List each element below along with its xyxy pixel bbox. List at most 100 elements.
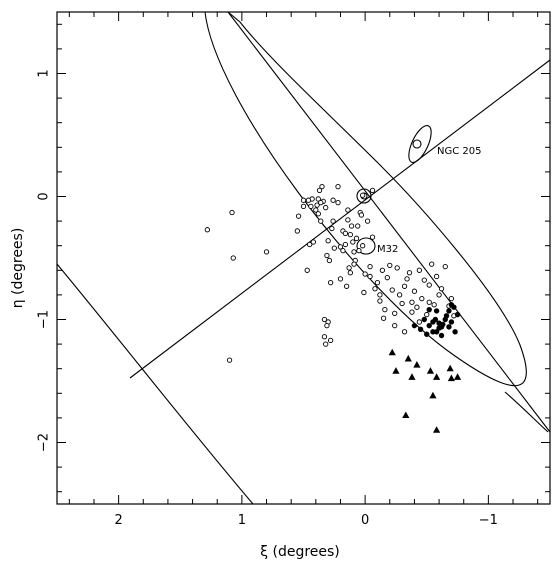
open-circle-point (356, 247, 362, 254)
open-circle-point (426, 299, 432, 305)
open-circle-point (318, 218, 324, 224)
filled-circle-point (443, 313, 450, 319)
open-circle-point (351, 249, 357, 255)
open-circle-point (387, 262, 393, 269)
filled-triangle-point (388, 348, 396, 356)
open-circle-point (392, 322, 398, 329)
open-circle-point (331, 245, 337, 251)
open-circle-point (360, 243, 366, 249)
open-circle-point (419, 295, 425, 302)
filled-circle-point (424, 331, 430, 337)
open-circle-point (263, 249, 270, 255)
filled-circle-point (446, 324, 452, 330)
open-circle-point (319, 184, 325, 190)
open-circle-point (414, 304, 420, 310)
open-circle-point (416, 267, 423, 273)
open-circle-point (347, 270, 353, 276)
open-circle-point (377, 292, 383, 298)
open-circle-point (324, 322, 330, 329)
open-circle-point (346, 265, 352, 271)
open-circle-point (323, 341, 329, 347)
open-circle-point (394, 265, 400, 271)
open-circle-point (294, 228, 300, 234)
annotation-m32: M32 (377, 244, 398, 255)
open-circle-point (361, 289, 367, 296)
filled-triangle-point (447, 374, 455, 382)
y-tick-label: 0 (37, 192, 52, 200)
open-circle-point (329, 225, 335, 232)
filled-circle-point (438, 324, 445, 330)
x-tick-label: 0 (361, 513, 369, 528)
open-circle-point (429, 261, 435, 267)
filled-circle-point (452, 329, 458, 335)
open-circle-point (411, 288, 418, 294)
open-circle-point (342, 230, 349, 237)
open-circle-point (318, 199, 324, 206)
open-circle-point (314, 202, 320, 208)
open-circle-point (424, 311, 430, 318)
open-circle-point (313, 207, 319, 213)
y-axis-label: η (degrees) (10, 228, 26, 309)
open-circle-point (348, 223, 355, 229)
open-circle-point (369, 234, 376, 240)
open-circle-point (355, 223, 361, 229)
open-circle-point (406, 270, 413, 276)
filled-triangle-point (453, 373, 462, 380)
open-circle-point (337, 244, 344, 250)
open-circle-point (389, 287, 395, 293)
open-circle-point (340, 247, 346, 254)
m31-center-circle (356, 188, 372, 204)
open-circle-point (337, 276, 344, 282)
open-circle-point (448, 295, 455, 302)
open-circle-point (327, 337, 334, 344)
open-circle-point (372, 286, 378, 292)
open-circle-point (330, 218, 336, 224)
x-tick-label: −1 (479, 513, 498, 528)
open-circle-point (307, 241, 313, 248)
open-circle-point (431, 302, 437, 308)
filled-circle-point (411, 322, 418, 329)
filled-circle-point (454, 311, 461, 318)
open-circle-point (426, 282, 432, 288)
open-circle-point (358, 212, 365, 218)
open-circle-point (204, 227, 211, 233)
open-circle-point (379, 267, 386, 273)
open-circle-point (324, 252, 330, 259)
open-circle-point (347, 231, 353, 238)
open-circle-point (295, 213, 302, 219)
filled-circle-point (417, 326, 424, 333)
filled-triangle-point (433, 373, 441, 380)
open-circle-point (436, 292, 442, 298)
open-circle-point (330, 197, 336, 203)
filled-circle-point (430, 329, 436, 335)
open-circle-point (380, 315, 387, 321)
open-circle-point (345, 217, 351, 223)
x-axis-label: ξ (degrees) (260, 544, 340, 560)
open-circle-point (438, 286, 445, 292)
open-circle-point (316, 187, 323, 194)
open-circle-point (308, 203, 314, 209)
open-circle-point (335, 199, 341, 206)
model-ellipses-and-axes (56, 11, 551, 505)
filled-triangle-point (404, 354, 412, 362)
open-circle-point (396, 292, 403, 298)
open-circle-point (416, 319, 423, 325)
plot-frame (56, 11, 551, 505)
filled-triangle-point (413, 361, 421, 368)
open-circle-point (360, 192, 366, 198)
y-tick-label: 1 (37, 69, 52, 77)
filled-triangle-point (392, 367, 400, 374)
open-circle-point (384, 275, 390, 281)
ngc205-ellipse (408, 125, 432, 163)
open-circle-point (326, 257, 333, 264)
open-circle-point (226, 357, 233, 363)
open-circle-point (374, 279, 381, 286)
filled-triangle-point (433, 426, 441, 433)
open-circle-point (399, 300, 405, 307)
outer-ellipse-arc-lower (504, 391, 549, 433)
open-circle-point (409, 309, 415, 315)
filled-circle-point (446, 308, 452, 314)
open-circle-point (315, 196, 321, 202)
open-circle-point (392, 310, 398, 316)
